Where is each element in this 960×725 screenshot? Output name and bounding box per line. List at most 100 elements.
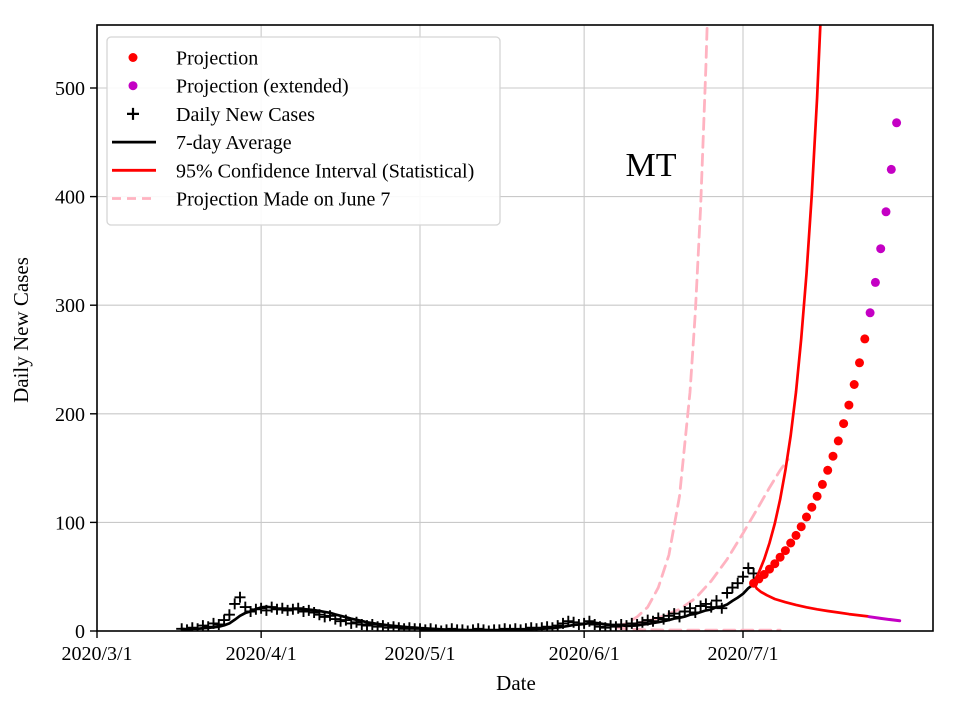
data-point-plus — [626, 617, 638, 629]
x-tick-label: 2020/3/1 — [61, 643, 132, 665]
series-path-ci_upper — [752, 25, 822, 585]
y-tick-label: 200 — [55, 404, 85, 426]
data-point-plus — [467, 624, 479, 631]
data-point-plus — [509, 623, 521, 631]
y-axis-label: Daily New Cases — [9, 257, 33, 403]
projection-dot-icon — [128, 53, 138, 62]
data-point-plus — [271, 603, 283, 615]
data-point-plus — [605, 620, 617, 631]
series-ci_lower — [752, 581, 870, 618]
data-point-plus — [472, 623, 484, 631]
data-point — [849, 380, 859, 389]
data-point-plus — [520, 623, 532, 631]
data-point-plus — [176, 623, 188, 631]
series-path-ci_lower — [752, 581, 870, 618]
data-point-plus — [716, 602, 728, 614]
data-point-plus — [313, 609, 325, 621]
data-point-plus — [621, 620, 632, 631]
legend: Projection Projection (extended) Daily New… — [106, 36, 501, 226]
data-point-plus — [356, 619, 368, 630]
data-point-plus — [197, 620, 209, 631]
data-point-plus — [674, 611, 685, 623]
data-point — [770, 559, 780, 569]
legend-item: 7-day Average — [112, 132, 292, 154]
data-point-plus — [446, 623, 458, 631]
legend-box — [106, 36, 501, 226]
legend-label: Projection — [176, 48, 258, 70]
x-tick-label: 2020/5/1 — [384, 643, 455, 665]
data-point-plus — [229, 598, 241, 610]
data-point — [828, 451, 838, 461]
data-point-plus — [689, 607, 701, 618]
plot-series — [176, 25, 902, 631]
data-point-plus — [223, 609, 235, 621]
data-point — [855, 358, 864, 368]
legend-label: Projection Made on June 7 — [176, 189, 390, 211]
legend-label: 7-day Average — [176, 132, 292, 154]
data-point-plus — [298, 606, 309, 617]
series-ci_lower_extended — [867, 615, 902, 623]
data-point-plus — [425, 623, 437, 631]
series-daily_new_cases — [176, 562, 760, 631]
data-point — [802, 512, 811, 522]
legend-item: Projection Made on June 7 — [112, 189, 390, 211]
data-point-plus — [652, 612, 664, 624]
legend-label: 95% Confidence Interval (Statistical) — [176, 160, 474, 182]
data-point-plus — [552, 620, 564, 631]
data-point-plus — [414, 623, 426, 631]
x-tick-label: 2020/6/1 — [549, 643, 620, 665]
data-point-plus — [329, 613, 341, 625]
data-point — [870, 277, 880, 287]
data-point — [791, 530, 801, 540]
data-point-plus — [361, 620, 373, 631]
series-projection_extended — [865, 118, 902, 318]
data-point — [876, 244, 886, 254]
y-tick-label: 400 — [55, 187, 85, 209]
data-point-plus — [705, 601, 717, 613]
data-point-plus — [308, 607, 320, 618]
data-point-plus — [695, 600, 707, 612]
data-point-plus — [711, 595, 722, 607]
data-point-plus — [430, 624, 442, 631]
data-point-plus — [366, 619, 378, 630]
state-annotation: MT — [626, 147, 677, 184]
data-point-plus — [531, 623, 542, 631]
data-point — [860, 334, 870, 344]
data-point-plus — [589, 619, 601, 630]
series-path-ci_lower_extended — [867, 615, 902, 623]
data-point-plus — [737, 571, 749, 583]
data-point-plus — [504, 624, 516, 631]
data-point — [775, 552, 785, 562]
plus-marker-icon — [127, 107, 139, 120]
y-tick-label: 300 — [55, 295, 85, 317]
legend-item: 95% Confidence Interval (Statistical) — [112, 160, 474, 182]
data-point-plus — [234, 591, 246, 603]
legend-item: Projection — [128, 48, 258, 70]
data-point-plus — [377, 620, 389, 631]
legend-label: Projection (extended) — [176, 76, 349, 98]
data-point — [844, 400, 854, 410]
data-point-plus — [181, 624, 193, 631]
data-point-plus — [636, 616, 648, 628]
series-path-june7_lower_ci — [614, 626, 782, 631]
series-path-june7_upper_ci — [614, 25, 709, 629]
data-point-plus — [345, 617, 357, 629]
data-point-plus — [568, 616, 580, 628]
series-june7_lower_ci — [614, 626, 782, 631]
data-point — [881, 207, 891, 217]
data-point-plus — [303, 604, 315, 616]
data-point-plus — [642, 614, 654, 626]
data-point — [780, 546, 790, 556]
data-point-plus — [419, 624, 431, 631]
data-point — [886, 164, 896, 174]
data-point-plus — [732, 577, 744, 589]
data-point-plus — [393, 622, 405, 631]
series-ci_upper — [752, 25, 822, 585]
data-point-plus — [483, 625, 495, 631]
x-tick-label: 2020/7/1 — [707, 643, 778, 665]
data-point-plus — [335, 615, 347, 627]
data-point-plus — [398, 623, 410, 631]
data-point-plus — [208, 617, 219, 629]
